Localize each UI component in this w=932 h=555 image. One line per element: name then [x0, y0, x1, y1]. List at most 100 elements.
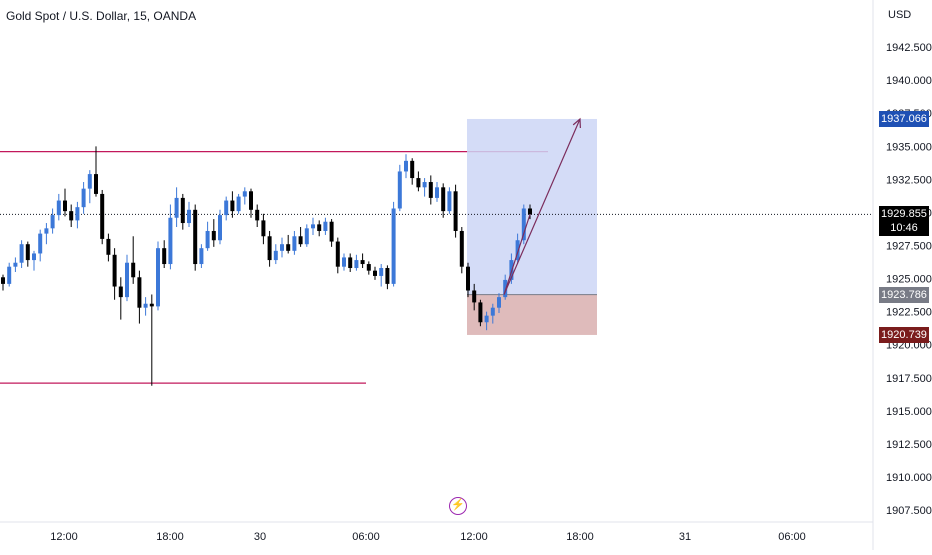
- candle-body: [224, 200, 229, 216]
- candle-body: [149, 303, 154, 307]
- candle-body: [112, 254, 117, 287]
- candle-body: [410, 160, 415, 179]
- candle-body: [317, 224, 322, 231]
- y-tick-label: 1922.500: [886, 307, 932, 319]
- candle-body: [360, 260, 365, 265]
- candle-body: [391, 208, 396, 284]
- x-tick-label: 12:00: [50, 531, 78, 543]
- y-tick-label: 1927.500: [886, 241, 932, 253]
- candle-body: [329, 221, 334, 242]
- x-tick-label: 06:00: [778, 531, 806, 543]
- candle-body: [187, 209, 191, 224]
- candle-body: [63, 200, 67, 212]
- candle-body: [453, 191, 458, 231]
- candle-body: [354, 260, 359, 269]
- candle-body: [19, 244, 24, 263]
- candle-body: [100, 193, 105, 239]
- candle-body: [379, 268, 384, 276]
- candle-body: [13, 262, 18, 267]
- candle-body: [366, 264, 371, 271]
- candle-body: [416, 178, 421, 188]
- candle-body: [218, 215, 222, 241]
- currency-label: USD: [888, 9, 912, 21]
- candle-body: [205, 230, 210, 249]
- candle-body: [236, 196, 241, 212]
- candle-body: [267, 236, 272, 261]
- candle-body: [75, 207, 80, 221]
- candle-body: [404, 160, 408, 172]
- candle-body: [304, 228, 309, 245]
- candle-body: [249, 191, 253, 210]
- candle-body: [385, 268, 390, 284]
- target-zone[interactable]: [467, 118, 597, 295]
- candle-body: [125, 262, 129, 298]
- candle-body: [428, 182, 433, 198]
- candle-body: [69, 211, 74, 221]
- candle-body: [397, 171, 402, 209]
- candle-body: [335, 241, 340, 267]
- candle-body: [180, 197, 185, 224]
- candle-body: [32, 253, 36, 261]
- candle-body: [323, 221, 328, 231]
- candle-body: [94, 174, 98, 194]
- candle-body: [466, 266, 470, 291]
- candle-body: [484, 315, 489, 323]
- candle-body: [25, 244, 30, 261]
- stop-zone[interactable]: [467, 294, 597, 335]
- y-tick-label: 1910.000: [886, 472, 932, 484]
- candle-body: [311, 224, 315, 229]
- x-tick-label: 31: [679, 531, 691, 543]
- y-tick-label: 1915.000: [886, 406, 932, 418]
- candle-body: [292, 236, 297, 251]
- candle-body: [131, 262, 136, 278]
- candle-body: [478, 302, 483, 323]
- target-price-tag: 1937.066: [879, 110, 929, 127]
- candle-body: [81, 188, 86, 208]
- y-tick-label: 1917.500: [886, 373, 932, 385]
- candle-body: [298, 236, 303, 245]
- current-price-tag: 1929.855 10:46: [879, 206, 929, 237]
- candle-body: [1, 277, 5, 284]
- candle-body: [118, 286, 123, 298]
- candle-body: [211, 230, 216, 241]
- y-tick-label: 1935.000: [886, 141, 932, 153]
- arrow-head: [572, 117, 581, 129]
- x-tick-label: 18:00: [156, 531, 184, 543]
- candle-body: [199, 248, 204, 265]
- chart-title: Gold Spot / U.S. Dollar, 15, OANDA: [6, 9, 197, 23]
- candle-body: [255, 209, 260, 221]
- lightning-icon[interactable]: ⚡: [449, 497, 467, 515]
- candle-body: [521, 208, 526, 241]
- x-tick-label: 12:00: [460, 531, 488, 543]
- x-tick-label: 18:00: [566, 531, 594, 543]
- candle-body: [106, 238, 111, 255]
- y-tick-label: 1912.500: [886, 439, 932, 451]
- candle-body: [137, 277, 142, 308]
- candle-body: [162, 248, 167, 265]
- candle-body: [44, 228, 49, 234]
- entry-price-tag: 1923.786: [879, 286, 929, 303]
- candle-body: [490, 307, 495, 316]
- y-tick-label: 1940.000: [886, 75, 932, 87]
- candle-body: [156, 248, 160, 307]
- candle-body: [348, 257, 353, 269]
- candle-body: [56, 200, 61, 216]
- stop-price-tag: 1920.739: [879, 326, 929, 343]
- projection-path[interactable]: [503, 118, 581, 295]
- candle-countdown: 10:46: [890, 222, 918, 235]
- candle-body: [497, 297, 501, 308]
- x-tick-label: 06:00: [352, 531, 380, 543]
- candle-body: [342, 257, 346, 267]
- candle-body: [515, 240, 520, 261]
- candle-body: [447, 191, 452, 212]
- candle-body: [87, 174, 92, 189]
- candle-body: [441, 187, 446, 212]
- candle-body: [261, 220, 266, 237]
- y-tick-label: 1942.500: [886, 42, 932, 54]
- candle-body: [143, 303, 148, 308]
- candle-body: [503, 279, 508, 298]
- candle-body: [422, 182, 427, 188]
- candle-body: [174, 197, 179, 218]
